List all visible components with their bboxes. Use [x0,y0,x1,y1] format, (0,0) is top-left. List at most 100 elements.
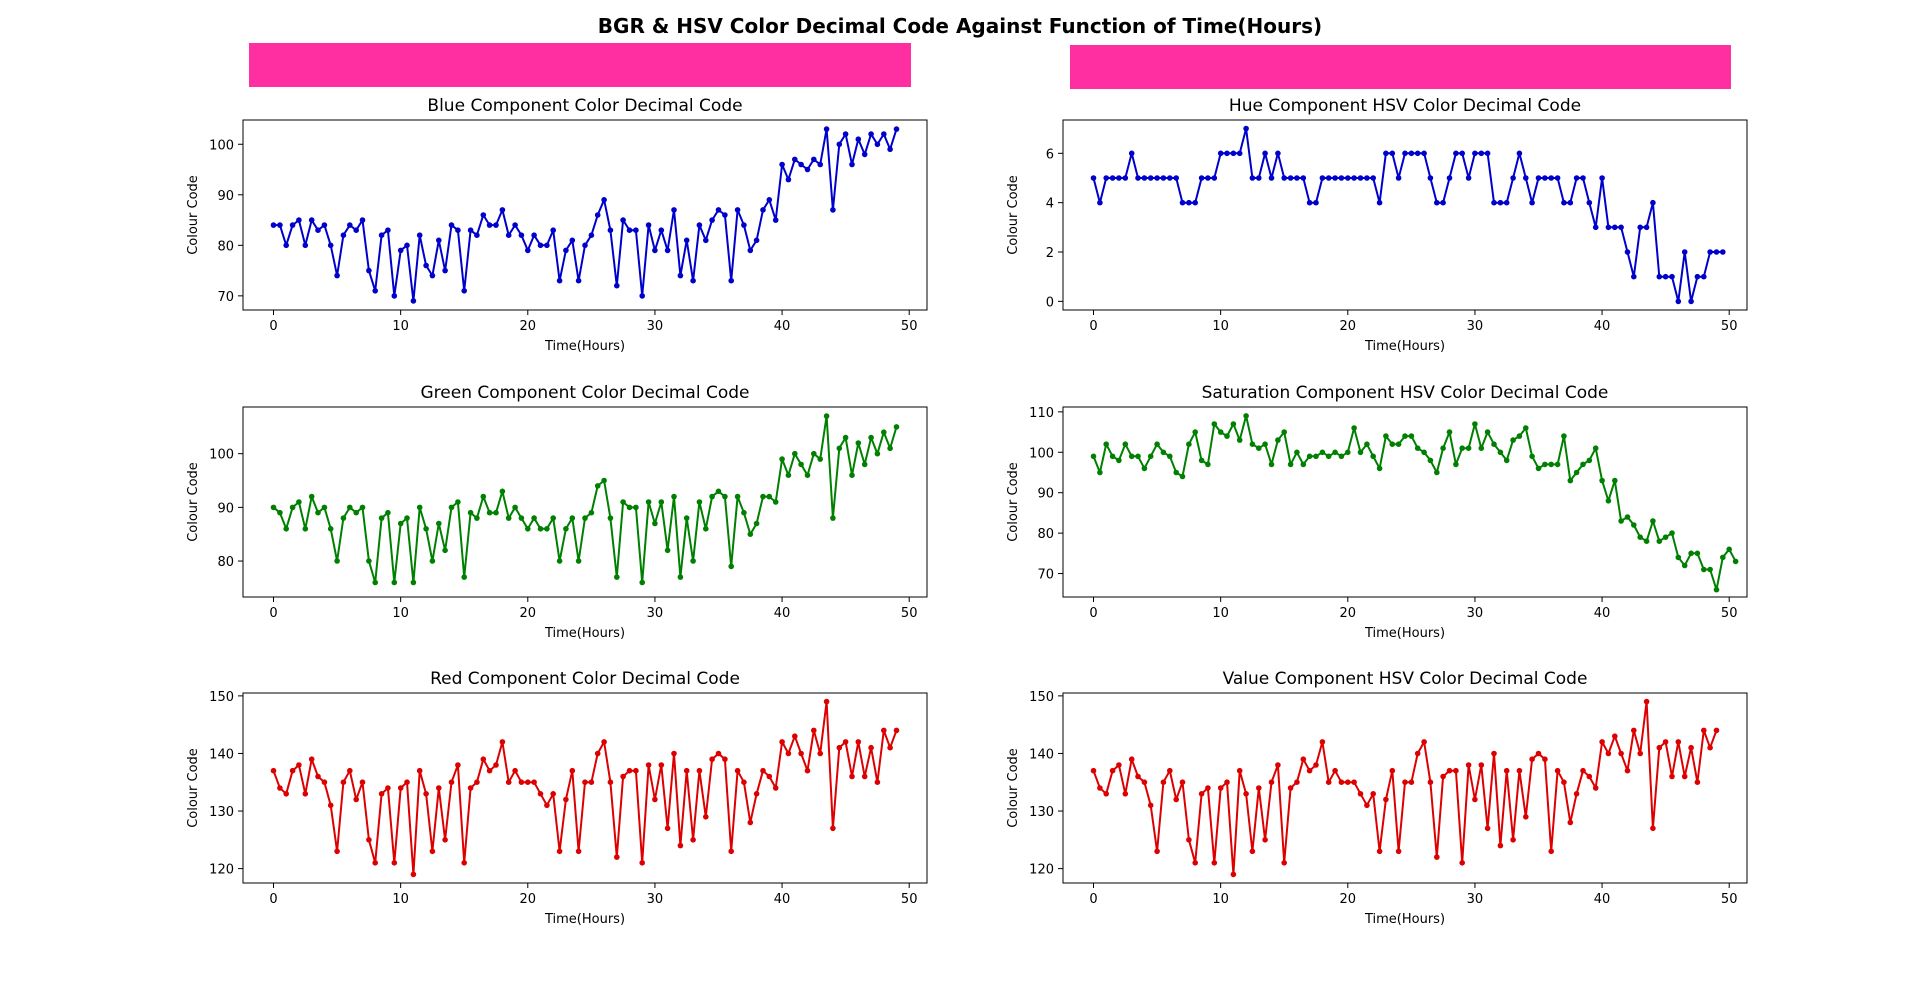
data-point [887,445,893,452]
data-point [1294,779,1300,785]
data-point [1497,842,1504,849]
data-point [1631,522,1637,528]
data-point [512,767,518,774]
x-tick-label: 50 [1721,606,1738,621]
data-point [340,232,347,238]
data-point [861,773,868,780]
data-point [1440,773,1446,780]
data-point [1427,779,1434,785]
data-point [283,791,290,797]
data-point [664,825,671,832]
x-tick-label: 40 [774,892,791,907]
x-tick-label: 40 [774,319,791,334]
data-point [874,141,881,148]
data-point [830,825,836,832]
data-point [652,796,658,803]
data-point [1198,175,1205,181]
data-point [1529,453,1535,460]
color-swatch-hsv [1070,45,1731,89]
data-point [588,232,595,238]
data-point [1357,449,1364,456]
data-point [1249,441,1256,448]
data-point [455,499,461,505]
data-point [893,126,900,132]
data-point [861,461,868,468]
data-point [785,472,792,479]
data-point [849,472,855,479]
data-point [391,293,398,299]
data-point [366,267,372,274]
y-tick-label: 90 [217,189,234,204]
data-point [874,779,881,785]
data-point [1211,421,1218,427]
data-point [1141,465,1148,472]
data-point [1523,814,1529,820]
data-point [1662,534,1669,540]
data-point [404,515,410,521]
data-point [315,509,321,516]
data-point [804,767,811,774]
data-point [614,854,620,860]
data-point [614,282,620,289]
data-point [544,526,550,532]
data-point [709,493,715,500]
data-point [1491,199,1497,206]
data-point [378,232,385,238]
data-point [1408,779,1415,785]
data-point [340,779,347,785]
data-point [1681,773,1688,780]
data-point [1656,273,1663,280]
data-point [1573,175,1580,181]
data-point [1453,461,1459,468]
data-point [1294,449,1300,456]
data-point [741,222,747,228]
data-point [410,871,417,878]
data-point [690,558,696,564]
x-tick-label: 30 [1467,319,1484,334]
plot-frame [1062,406,1748,598]
data-point [315,227,321,233]
y-axis-label: Colour Code [186,175,201,255]
x-axis-label: Time(Hours) [544,626,625,641]
data-point [747,531,754,537]
data-point [1453,150,1459,157]
data-point [607,515,614,521]
data-point [1414,150,1421,157]
data-point [1586,773,1593,780]
data-point [1319,739,1326,745]
chart-title: Hue Component HSV Color Decimal Code [1229,96,1581,116]
data-point [881,429,887,436]
data-point [296,762,302,768]
x-tick-label: 40 [1594,319,1611,334]
data-point [1434,469,1440,476]
data-point [1389,150,1396,157]
data-point [1154,441,1160,448]
data-point [1205,461,1211,468]
data-point [1656,538,1663,544]
data-point [779,161,785,168]
data-point [703,237,709,244]
data-point [671,207,677,213]
data-point [1402,150,1408,157]
data-point [1516,150,1523,157]
data-point [385,227,391,233]
data-point [1268,779,1275,785]
data-point [772,499,779,505]
data-point [575,277,582,284]
data-point [709,217,715,223]
data-point [1484,825,1491,832]
data-point [1205,175,1211,181]
data-point [734,207,741,213]
data-point [499,739,506,745]
data-point [1147,802,1154,809]
data-point [486,509,493,516]
data-point [1097,785,1103,791]
data-point [1192,199,1198,206]
data-point [544,242,550,249]
data-point [779,739,785,745]
data-point [1542,461,1548,468]
data-point [1243,413,1249,419]
data-point [1090,767,1097,774]
data-point [1395,441,1402,448]
